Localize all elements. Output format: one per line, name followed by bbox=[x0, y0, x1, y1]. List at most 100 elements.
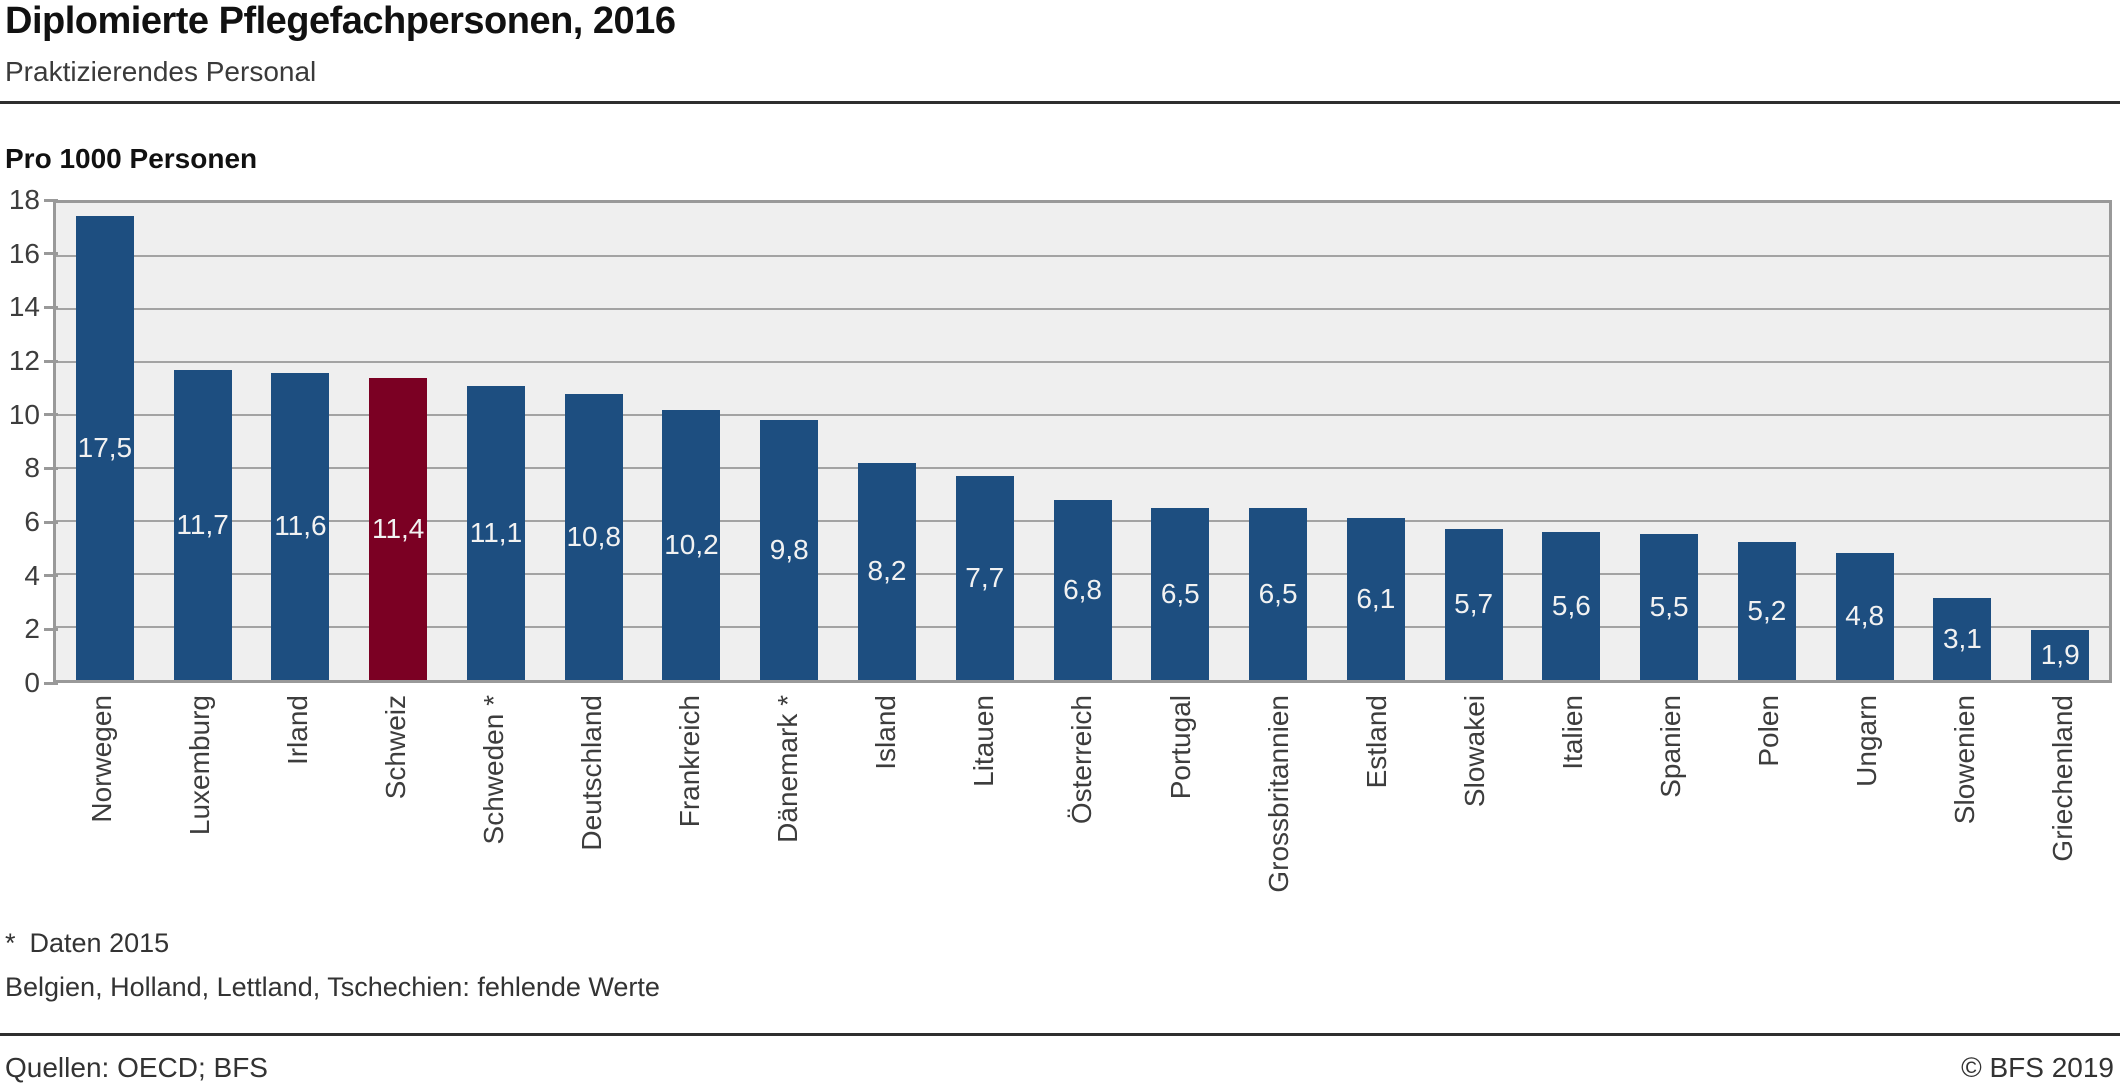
x-label-slot: Slowenien bbox=[1916, 695, 2014, 930]
y-tick-label: 10 bbox=[8, 398, 40, 430]
bar-value-label: 6,8 bbox=[1063, 573, 1102, 605]
x-label-slot: Polen bbox=[1720, 695, 1818, 930]
x-axis-label: Dänemark * bbox=[772, 695, 804, 843]
y-tick-label: 18 bbox=[8, 184, 40, 215]
y-tick-mark bbox=[44, 198, 58, 202]
gridline bbox=[56, 414, 2109, 416]
x-axis-label: Estland bbox=[1360, 695, 1392, 789]
x-label-slot: Spanien bbox=[1622, 695, 1720, 930]
x-axis-label: Polen bbox=[1752, 695, 1784, 767]
y-tick-mark bbox=[44, 466, 58, 470]
source-text: Quellen: OECD; BFS bbox=[5, 1052, 268, 1083]
x-label-slot: Ungarn bbox=[1818, 695, 1916, 930]
bar-value-label: 9,8 bbox=[769, 534, 809, 566]
bar-Polen: 5,2 bbox=[1737, 542, 1796, 680]
y-tick-mark bbox=[44, 574, 58, 578]
bar-slot: 6,5 bbox=[1229, 203, 1327, 680]
bar-slot: 4,8 bbox=[1816, 203, 1914, 680]
bar-value-label: 8,2 bbox=[867, 555, 907, 587]
page-title: Diplomierte Pflegefachpersonen, 2016 bbox=[5, 0, 676, 42]
bar-slot: 9,8 bbox=[740, 203, 838, 680]
bar-slot: 11,4 bbox=[349, 203, 447, 680]
bar-Schweiz: 11,4 bbox=[369, 377, 428, 680]
x-label-slot: Italien bbox=[1524, 695, 1622, 930]
bar-Island: 8,2 bbox=[858, 462, 916, 680]
bar-slot: 1,9 bbox=[2011, 203, 2109, 680]
gridline bbox=[56, 467, 2109, 470]
bar-Slowakei: 5,7 bbox=[1444, 528, 1503, 680]
x-label-slot: Österreich bbox=[1033, 695, 1131, 930]
x-label-slot: Island bbox=[837, 695, 935, 930]
bar-Norwegen: 17,5 bbox=[75, 216, 134, 680]
y-tick-label: 8 bbox=[24, 452, 40, 484]
bar-Schweden *: 11,1 bbox=[466, 385, 525, 680]
bar-value-label: 11,6 bbox=[274, 510, 327, 542]
x-label-slot: Griechenland bbox=[2014, 695, 2112, 930]
y-tick-label: 6 bbox=[24, 506, 40, 537]
x-label-slot: Deutschland bbox=[543, 695, 641, 930]
bar-Grossbritannien: 6,5 bbox=[1249, 507, 1308, 680]
x-label-slot: Schweiz bbox=[347, 695, 445, 930]
bar-Litauen: 7,7 bbox=[955, 475, 1014, 680]
bar-slot: 7,7 bbox=[936, 203, 1034, 680]
y-tick-label: 4 bbox=[24, 559, 40, 591]
y-tick-mark bbox=[44, 627, 58, 631]
header-divider bbox=[0, 101, 2120, 104]
bar-value-label: 6,5 bbox=[1258, 577, 1298, 609]
x-axis-label: Grossbritannien bbox=[1262, 695, 1294, 893]
bar-value-label: 7,7 bbox=[965, 561, 1005, 593]
bar-slot: 6,8 bbox=[1034, 203, 1132, 680]
gridline bbox=[56, 361, 2109, 364]
x-label-slot: Irland bbox=[249, 695, 347, 930]
x-axis-label: Spanien bbox=[1654, 695, 1686, 798]
x-axis-label: Litauen bbox=[968, 695, 1000, 787]
bar-value-label: 17,5 bbox=[77, 432, 133, 464]
bar-Griechenland: 1,9 bbox=[2031, 629, 2090, 680]
y-axis-title: Pro 1000 Personen bbox=[5, 143, 258, 174]
bar-value-label: 5,2 bbox=[1747, 595, 1787, 627]
bar-value-label: 6,5 bbox=[1160, 577, 1200, 609]
x-axis-label: Norwegen bbox=[86, 695, 118, 823]
bar-slot: 10,8 bbox=[545, 203, 643, 680]
x-label-slot: Frankreich bbox=[641, 695, 739, 930]
bar-value-label: 3,1 bbox=[1942, 622, 1982, 654]
bar-slot: 5,7 bbox=[1425, 203, 1523, 680]
bar-value-label: 11,7 bbox=[176, 508, 229, 540]
bar-slot: 11,6 bbox=[252, 203, 350, 680]
x-axis-label: Italien bbox=[1556, 695, 1588, 770]
x-label-slot: Portugal bbox=[1132, 695, 1230, 930]
y-tick-label: 14 bbox=[8, 291, 40, 323]
x-label-slot: Schweden * bbox=[445, 695, 543, 930]
bar-slot: 6,1 bbox=[1327, 203, 1425, 680]
bar-slot: 8,2 bbox=[838, 203, 936, 680]
x-axis-label: Slowakei bbox=[1458, 695, 1490, 808]
footnote-marker: * bbox=[5, 928, 16, 958]
gridline bbox=[56, 255, 2109, 258]
y-tick-mark bbox=[44, 305, 58, 309]
x-label-slot: Grossbritannien bbox=[1230, 695, 1328, 930]
x-axis-labels: Norwegen Luxemburg Irland Schweiz Schweden *… bbox=[53, 695, 2112, 930]
bar-slot: 5,6 bbox=[1522, 203, 1620, 680]
bar-slot: 17,5 bbox=[56, 203, 154, 680]
footnote-daten: * Daten 2015 bbox=[5, 928, 169, 959]
x-label-slot: Norwegen bbox=[53, 695, 151, 930]
bar-Deutschland: 10,8 bbox=[564, 393, 623, 680]
footnote-missing-values: Belgien, Holland, Lettland, Tschechien: … bbox=[5, 972, 660, 1002]
bar-Estland: 6,1 bbox=[1346, 518, 1405, 680]
x-axis-label: Slowenien bbox=[1948, 695, 1980, 825]
x-label-slot: Luxemburg bbox=[151, 695, 249, 930]
bar-value-label: 4,8 bbox=[1845, 600, 1885, 632]
x-label-slot: Slowakei bbox=[1426, 695, 1524, 930]
y-tick-mark bbox=[44, 413, 58, 417]
bar-Frankreich: 10,2 bbox=[662, 409, 721, 680]
x-axis-label: Island bbox=[870, 695, 902, 770]
bar-value-label: 1,9 bbox=[2040, 638, 2080, 670]
gridline bbox=[56, 308, 2109, 310]
bar-value-label: 10,2 bbox=[664, 528, 719, 560]
x-label-slot: Estland bbox=[1328, 695, 1426, 930]
x-label-slot: Dänemark * bbox=[739, 695, 837, 930]
bar-value-label: 10,8 bbox=[566, 520, 621, 552]
bar-value-label: 6,1 bbox=[1356, 583, 1396, 615]
bar-slot: 5,2 bbox=[1718, 203, 1816, 680]
